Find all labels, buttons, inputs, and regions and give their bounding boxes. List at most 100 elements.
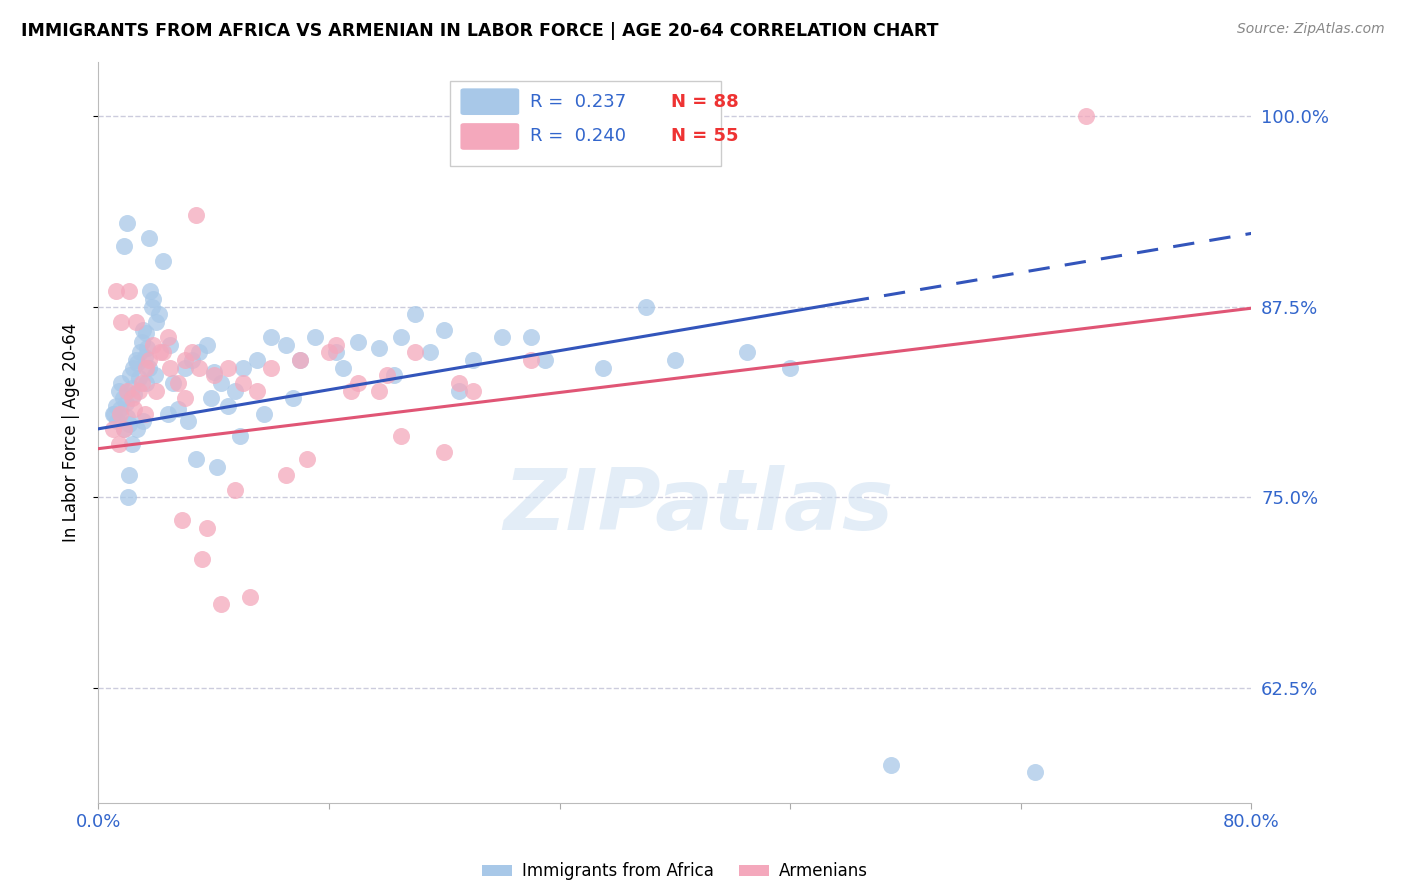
Point <box>125 315 148 329</box>
Point <box>127 356 149 370</box>
Point <box>239 590 262 604</box>
Point <box>129 345 152 359</box>
Point <box>664 353 686 368</box>
Point <box>159 338 181 352</box>
Point <box>166 401 188 416</box>
Point <box>520 330 543 344</box>
Text: ZIPatlas: ZIPatlas <box>503 465 893 549</box>
Point <box>1074 109 1097 123</box>
Point <box>463 384 485 398</box>
Point <box>118 417 141 432</box>
Point <box>114 396 136 410</box>
Point <box>135 360 157 375</box>
Point <box>228 429 250 443</box>
Point <box>209 598 232 612</box>
Point <box>191 551 214 566</box>
Point <box>217 399 239 413</box>
Point <box>108 401 131 416</box>
Point <box>135 376 157 390</box>
Point <box>433 444 456 458</box>
Point <box>120 368 142 383</box>
Point <box>202 368 225 383</box>
Point <box>131 334 153 349</box>
Point <box>592 360 614 375</box>
Point <box>200 391 222 405</box>
Point <box>124 386 146 401</box>
Point <box>107 384 129 398</box>
Point <box>124 401 146 416</box>
FancyBboxPatch shape <box>460 88 519 115</box>
Point <box>433 322 456 336</box>
Point <box>520 353 543 368</box>
Point <box>375 368 398 383</box>
Point <box>880 757 903 772</box>
Point <box>145 315 167 329</box>
Point <box>141 300 163 314</box>
Point <box>131 376 153 390</box>
Point <box>325 338 347 352</box>
Point <box>118 467 141 482</box>
Point <box>138 231 160 245</box>
Point <box>112 422 135 436</box>
Point <box>105 414 128 428</box>
Point <box>121 437 143 451</box>
Point <box>139 285 162 299</box>
Point <box>209 376 232 390</box>
Y-axis label: In Labor Force | Age 20-64: In Labor Force | Age 20-64 <box>62 323 80 542</box>
Point <box>104 285 127 299</box>
Point <box>332 360 354 375</box>
Point <box>112 422 135 436</box>
Point <box>281 391 304 405</box>
Point <box>174 360 197 375</box>
Point <box>195 338 218 352</box>
Point <box>447 376 470 390</box>
Point <box>174 353 197 368</box>
Point <box>382 368 405 383</box>
Point <box>290 353 312 368</box>
Point <box>125 353 148 368</box>
Point <box>136 341 159 355</box>
Point <box>142 338 165 352</box>
Point <box>134 407 156 421</box>
Point <box>181 353 204 368</box>
Point <box>134 350 156 364</box>
Point <box>101 422 124 436</box>
Point <box>1024 765 1046 780</box>
Point <box>148 307 170 321</box>
Point <box>111 391 134 405</box>
Point <box>224 483 246 497</box>
Point <box>122 360 145 375</box>
Point <box>121 391 143 405</box>
Point <box>156 330 179 344</box>
Point <box>110 315 132 329</box>
Point <box>290 353 312 368</box>
Point <box>186 452 208 467</box>
Point <box>325 345 347 359</box>
Point <box>181 345 204 359</box>
Point <box>347 376 370 390</box>
Point <box>128 384 150 398</box>
Point <box>534 353 557 368</box>
Point <box>389 330 412 344</box>
Point <box>735 345 758 359</box>
Point <box>145 384 167 398</box>
Point <box>368 384 391 398</box>
Point <box>166 376 188 390</box>
Point <box>132 414 155 428</box>
Point <box>260 330 283 344</box>
Point <box>135 326 157 340</box>
Point <box>188 360 211 375</box>
Point <box>152 253 174 268</box>
Point <box>636 300 658 314</box>
Point <box>405 307 427 321</box>
Point <box>177 414 200 428</box>
Point <box>405 345 427 359</box>
Point <box>132 322 155 336</box>
Point <box>138 360 160 375</box>
Point <box>174 391 197 405</box>
Point <box>419 345 441 359</box>
Point <box>274 467 297 482</box>
Point <box>205 460 228 475</box>
Point <box>138 353 160 368</box>
Point <box>103 407 125 421</box>
